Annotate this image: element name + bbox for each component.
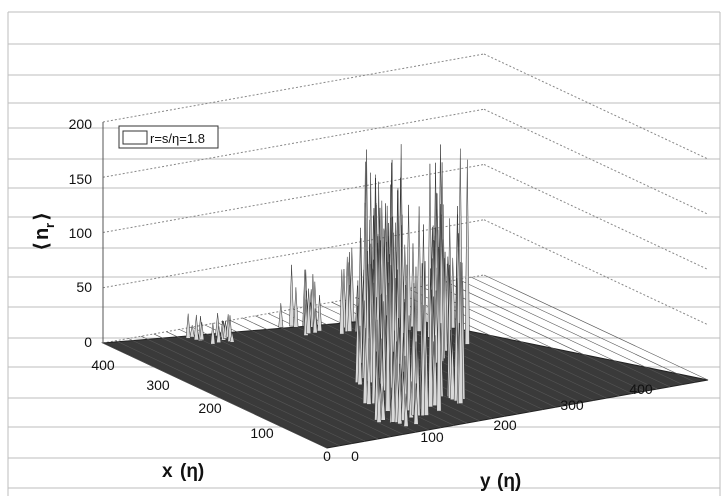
surface-spike (450, 257, 456, 329)
z-tick-label: 200 (69, 116, 93, 132)
y-tick-label: 300 (560, 397, 584, 413)
x-tick-label: 400 (91, 357, 115, 373)
y-tick-labels: 0 100 200 300 400 (351, 381, 653, 464)
x-axis-label: x (η) (162, 461, 204, 482)
floor-mesh-line (153, 333, 378, 440)
svg-text:⟩: ⟩ (31, 212, 53, 221)
surface-spike (199, 322, 205, 341)
z-tick-label: 0 (84, 334, 92, 350)
surface-spike (185, 313, 191, 339)
side-wall-line (483, 219, 709, 326)
x-tick-label: 100 (250, 425, 274, 441)
z-axis-label-main: n (31, 228, 53, 240)
surface-spike (385, 262, 391, 412)
surface-spike (428, 268, 433, 408)
surface-spike (416, 206, 422, 332)
floor-mesh-line (115, 340, 340, 447)
z-tick-label: 150 (69, 171, 93, 187)
surface-spike (371, 282, 377, 404)
surface-spikes (185, 144, 470, 427)
legend-swatch (122, 130, 148, 145)
floor-mesh-line (166, 331, 391, 437)
x-axis-label-main: x (162, 461, 173, 482)
surface-spike (306, 288, 312, 334)
surface-spike (406, 315, 412, 411)
surface-spike (403, 393, 409, 427)
svg-text:⟨: ⟨ (31, 242, 53, 251)
surface-spike (413, 383, 419, 425)
surface-spike (380, 385, 386, 421)
x-axis-label-unit: (η) (180, 461, 204, 482)
surface-spike (423, 330, 429, 416)
side-wall-line (483, 108, 709, 215)
surface-spike (189, 325, 195, 338)
side-wall-line (483, 53, 709, 160)
surface-spike (390, 351, 396, 423)
y-axis-label-unit: (η) (497, 471, 521, 492)
floor-mesh-line (179, 329, 404, 435)
floor-mesh-line (128, 338, 353, 444)
surface-spike (193, 314, 199, 341)
surface-spike (339, 269, 345, 335)
surface-spike (347, 284, 353, 332)
surface-spike (450, 335, 455, 401)
back-wall-line (102, 164, 485, 233)
floor-mesh-line (445, 281, 671, 388)
surface-spike (229, 332, 235, 343)
floor-mesh-line (483, 274, 709, 381)
floor-mesh-line (102, 342, 328, 449)
surface-spike (289, 264, 295, 327)
z-tick-labels: 0 50 100 150 200 (69, 116, 93, 350)
surface-spike (362, 328, 368, 404)
legend-label: r=s/η=1.8 (150, 131, 205, 146)
y-axis-label: y (η) (480, 471, 521, 492)
surface-spike (420, 305, 426, 417)
surface-spike (312, 308, 318, 334)
surface-spike (293, 287, 299, 328)
side-wall-line (483, 164, 709, 270)
z-tick-label: 50 (76, 279, 92, 295)
y-tick-label: 100 (420, 429, 444, 445)
x-tick-labels: 0 100 200 300 400 (91, 357, 331, 464)
surface-spike (436, 246, 442, 412)
surface-spike (376, 378, 382, 423)
floor-mesh-line (471, 276, 696, 383)
surface-spike (397, 363, 403, 425)
surface-spike (366, 338, 372, 405)
back-wall-line (102, 219, 485, 289)
surface-spike (357, 325, 363, 386)
surface-spike (216, 325, 222, 343)
z-axis-label-sub: r (42, 223, 57, 228)
x-tick-label: 0 (323, 448, 331, 464)
surface-spike (278, 303, 284, 328)
y-axis-label-main: y (480, 471, 491, 492)
x-tick-label: 200 (198, 400, 222, 416)
back-wall-line (102, 53, 485, 123)
legend: r=s/η=1.8 (118, 125, 219, 149)
surface-spike (464, 159, 470, 345)
y-tick-label: 200 (493, 417, 517, 433)
floor-mesh-line (458, 279, 683, 385)
z-axis-label: ⟨ n r ⟩ (31, 212, 57, 251)
surface-spike (432, 335, 438, 406)
surface-spike (458, 262, 464, 404)
surface-spike (210, 322, 216, 345)
floor-mesh-line (140, 335, 366, 442)
surface-spike (453, 297, 459, 402)
surface-spike (400, 371, 406, 421)
x-tick-label: 300 (146, 377, 170, 393)
y-tick-label: 400 (629, 381, 653, 397)
floor-mesh-line (433, 283, 658, 390)
z-tick-label: 100 (69, 225, 93, 241)
y-tick-label: 0 (351, 448, 359, 464)
surface-spike (317, 295, 323, 332)
back-wall-line (102, 108, 485, 178)
